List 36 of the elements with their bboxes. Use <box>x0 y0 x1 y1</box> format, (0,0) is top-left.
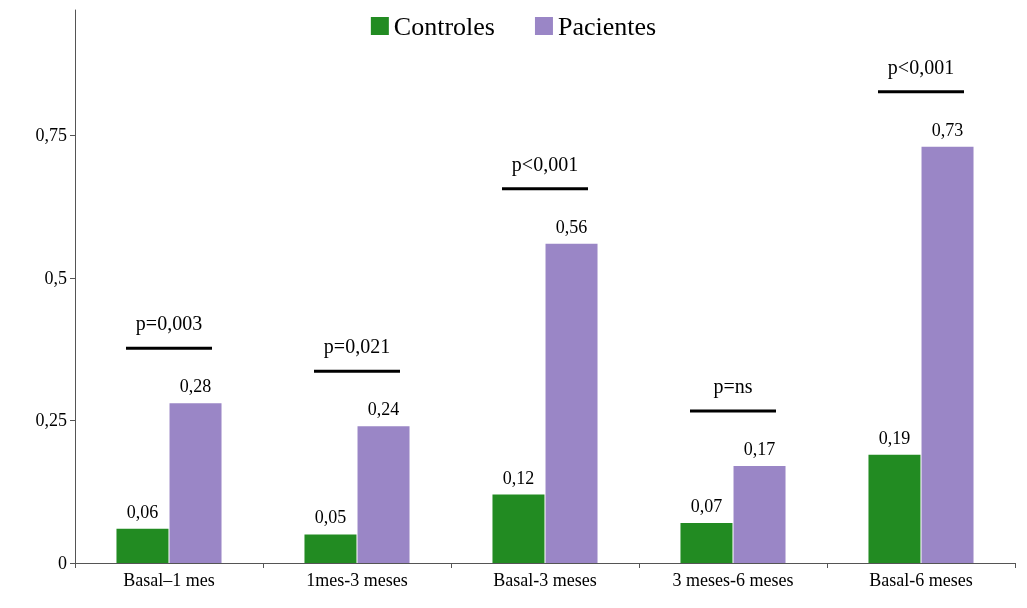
bar <box>304 534 357 563</box>
y-tick-label: 0,5 <box>44 267 67 288</box>
data-label: 0,17 <box>743 439 776 460</box>
bar <box>680 523 733 563</box>
bar <box>116 528 169 563</box>
x-tick-label: 3 meses-6 meses <box>672 570 794 590</box>
annotation: p=ns <box>713 375 753 399</box>
y-tick-label: 0,25 <box>35 410 67 431</box>
bar <box>492 494 545 563</box>
data-label: 0,56 <box>555 216 588 237</box>
legend-label: Pacientes <box>557 11 657 41</box>
data-label: 0,73 <box>931 119 964 140</box>
bar <box>169 403 222 563</box>
y-tick-label: 0,75 <box>35 125 67 146</box>
x-tick-label: 1mes-3 meses <box>306 570 408 590</box>
data-label: 0,05 <box>314 507 347 528</box>
bar <box>545 243 598 563</box>
annotation: p<0,001 <box>887 55 955 79</box>
y-tick-label: 0 <box>58 553 67 573</box>
data-label: 0,28 <box>179 376 212 397</box>
legend-label: Controles <box>393 11 495 41</box>
data-label: 0,06 <box>126 501 159 522</box>
annotation: p=0,003 <box>135 312 203 336</box>
x-tick-label: Basal-6 meses <box>869 570 973 590</box>
annotation: p<0,001 <box>511 152 579 176</box>
bar <box>357 426 410 563</box>
x-tick-label: Basal-3 meses <box>493 570 597 590</box>
data-label: 0,19 <box>878 427 911 448</box>
x-tick-label: Basal–1 mes <box>123 570 215 590</box>
data-label: 0,12 <box>502 467 535 488</box>
data-label: 0,07 <box>690 496 723 517</box>
bar <box>868 454 921 563</box>
data-label: 0,24 <box>367 399 400 420</box>
bar <box>921 146 974 563</box>
annotation: p=0,021 <box>323 335 391 359</box>
bar <box>733 466 786 563</box>
